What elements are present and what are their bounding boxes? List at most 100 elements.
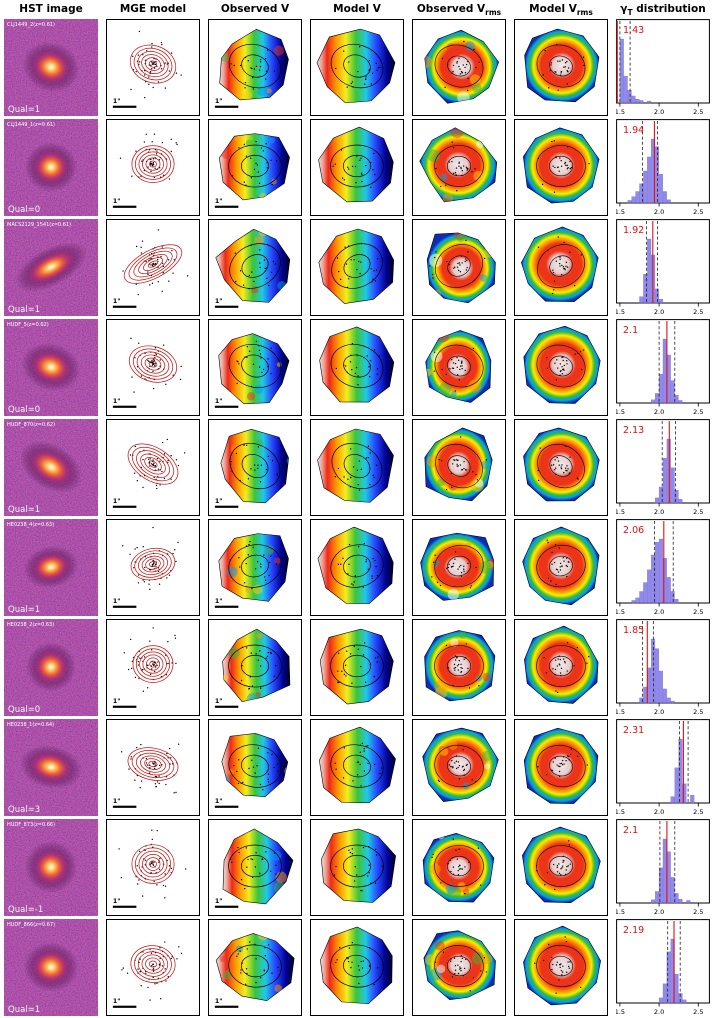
contour-lines: [536, 344, 586, 388]
scale-bar-label: 1": [113, 998, 121, 1005]
scale-bar: [214, 405, 239, 408]
x-tick-label: 2.0: [654, 908, 664, 916]
x-tick-label: 2.5: [693, 508, 703, 516]
histogram-bars: [639, 638, 675, 704]
galaxy-name-label: HUDF_870(z=0.62): [7, 422, 55, 428]
header-sub: T: [627, 8, 633, 18]
observed-v-panel: 1": [208, 319, 302, 416]
data-points: [435, 141, 476, 192]
vrms-map: [419, 127, 498, 203]
observed-v-panel: 1": [208, 419, 302, 516]
scale-bar-label: 1": [215, 898, 223, 905]
scale-bar: [112, 605, 137, 608]
model-vrms-panel: [514, 119, 608, 216]
model-vrms-panel: [514, 419, 608, 516]
velocity-map: [320, 926, 393, 1005]
velocity-map: [222, 628, 291, 703]
x-tick-label: 1.5: [616, 808, 625, 816]
contour-lines: [228, 744, 282, 788]
gamma-histogram-panel: 2.19 1.5 2.0 2.5: [616, 919, 710, 1016]
velocity-map: [220, 428, 289, 504]
data-points: [118, 829, 187, 899]
contour-lines: [228, 944, 282, 988]
observed-v-panel: 1": [208, 919, 302, 1016]
contour-lines: [228, 43, 282, 89]
data-points: [537, 140, 590, 193]
scale-bar-label: 1": [113, 498, 121, 505]
model-v-panel: [310, 119, 404, 216]
contour-lines: [228, 644, 282, 688]
contour-lines: [228, 144, 282, 188]
galaxy-name-label: HE0238_4(z=0.63): [7, 522, 54, 528]
x-tick-label: 2.0: [654, 808, 664, 816]
data-points: [121, 941, 183, 1001]
model-v-panel: [310, 919, 404, 1016]
model-vrms-panel: [514, 819, 608, 916]
hst-image-panel: HE0238_4(z=0.63) Qual=1: [4, 519, 98, 616]
data-points: [431, 838, 482, 895]
x-tick-label: 1.5: [616, 408, 625, 416]
x-tick-label: 1.5: [616, 608, 625, 616]
model-v-panel: [310, 319, 404, 416]
scale-bar-label: 1": [215, 598, 223, 605]
data-points: [534, 936, 582, 994]
contour-lines: [435, 443, 483, 489]
vrms-noise-blobs: [438, 740, 493, 790]
column-header-gamma-distribution: γT distribution: [616, 2, 710, 18]
x-tick-label: 2.0: [654, 708, 664, 716]
observed-v-panel: 1": [208, 19, 302, 116]
hst-image-panel: CLJ1449_2(z=0.61) Qual=1: [4, 19, 98, 116]
scale-bar: [112, 205, 137, 208]
qual-label: Qual=1: [8, 505, 40, 515]
gamma-histogram-panel: 2.31 1.5 2.0 2.5: [616, 719, 710, 816]
model-vrms-panel: [514, 519, 608, 616]
gamma-value-label: 1.85: [623, 625, 644, 636]
observed-vrms-panel: [412, 619, 506, 716]
gamma-histogram-panel: 1.43 1.5 2.0 2.5: [616, 19, 710, 116]
data-points: [236, 941, 279, 986]
scale-bar: [214, 605, 239, 608]
observed-v-panel: 1": [208, 219, 302, 316]
mge-contours: [123, 244, 183, 284]
model-vrms-panel: [514, 19, 608, 116]
data-points: [437, 748, 477, 783]
histogram-bars: [651, 338, 683, 404]
contour-lines: [228, 344, 282, 389]
velocity-map: [215, 228, 291, 303]
mge-contours: [131, 145, 175, 183]
observed-vrms-panel: [412, 119, 506, 216]
mge-contours: [129, 44, 177, 84]
header-label: distribution: [632, 3, 706, 15]
scale-bar: [214, 105, 239, 108]
data-points: [233, 747, 279, 791]
data-points: [535, 840, 571, 891]
velocity-map: [316, 28, 396, 104]
histogram-bars: [658, 938, 687, 1004]
mge-model-panel: 1": [106, 919, 200, 1016]
vrms-map: [426, 232, 496, 304]
gamma-histogram-panel: 1.94 1.5 2.0 2.5: [616, 119, 710, 216]
data-points: [542, 44, 585, 91]
scale-bar-label: 1": [215, 798, 223, 805]
mge-model-panel: 1": [106, 719, 200, 816]
data-points: [445, 643, 480, 689]
data-points: [119, 133, 178, 180]
data-points: [229, 846, 277, 890]
mge-contours: [127, 747, 179, 781]
data-points: [433, 347, 475, 392]
data-points: [335, 342, 380, 386]
observed-v-panel: 1": [208, 719, 302, 816]
data-points: [335, 941, 379, 986]
observed-vrms-panel: [412, 419, 506, 516]
header-label: γ: [620, 3, 628, 15]
data-points: [335, 46, 381, 88]
vrms-map: [424, 630, 496, 702]
qual-label: Qual=0: [8, 705, 40, 715]
galaxy-name-label: HUDF_873(z=0.66): [7, 822, 55, 828]
mge-model-panel: 1": [106, 19, 200, 116]
contour-lines: [536, 145, 586, 187]
data-points: [234, 243, 277, 290]
mge-contours: [128, 345, 178, 383]
vrms-map: [425, 330, 492, 403]
